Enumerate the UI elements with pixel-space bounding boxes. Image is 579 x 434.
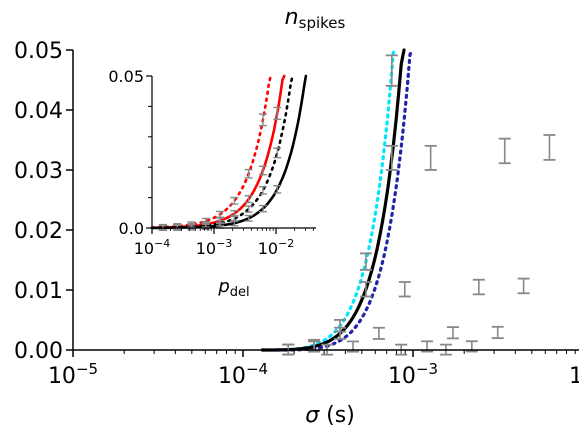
- inset-errorbar: [258, 186, 267, 195]
- main-x-ticks: 10−5 10−4 10−3 10: [48, 350, 579, 389]
- inset-errorbar: [258, 113, 267, 127]
- inset-errorbar: [273, 147, 282, 159]
- inset-y-ticks: 0.0 0.05: [108, 67, 152, 238]
- inset-errorbar: [230, 219, 239, 227]
- inset-errorbar: [244, 195, 253, 204]
- inset-errorbar: [244, 168, 253, 179]
- inset-errorbar: [244, 214, 253, 222]
- inset-errorbar: [187, 224, 196, 231]
- inset-chart: 0.0 0.05 10−4 10−3 10−2 pdel: [78, 58, 324, 300]
- inset-errorbar: [258, 204, 267, 213]
- main-errorbar: [334, 326, 347, 340]
- main-errorbar: [372, 326, 385, 340]
- main-y-tick-label: 0.05: [14, 39, 63, 64]
- main-y-tick-label: 0.01: [14, 279, 63, 304]
- main-y-tick-label: 0.00: [14, 339, 63, 364]
- main-errorbar: [385, 54, 398, 87]
- inset-x-ticks: 10−4 10−3 10−2: [134, 228, 314, 258]
- x-axis-label: σ (s): [305, 403, 355, 428]
- inset-errorbar: [273, 185, 282, 194]
- main-y-tick-label: 0.02: [14, 219, 63, 244]
- chart-title: nspikes: [285, 5, 346, 32]
- main-x-tick-label: 10: [569, 364, 579, 389]
- main-errorbar: [498, 137, 511, 165]
- inset-y-tick-label: 0.0: [119, 219, 144, 238]
- inset-errorbar: [216, 210, 225, 218]
- inset-x-tick-label: 10−2: [258, 237, 295, 258]
- main-errorbar: [543, 134, 556, 161]
- main-errorbar: [517, 277, 530, 295]
- inset-errorbar-group: [158, 106, 282, 232]
- main-x-tick-label: 10−4: [218, 360, 268, 389]
- inset-x-tick-label: 10−3: [196, 237, 233, 258]
- main-errorbar: [385, 144, 398, 171]
- inset-errorbar: [230, 196, 239, 205]
- main-errorbar-group: [282, 54, 556, 356]
- main-errorbar: [359, 252, 372, 271]
- inset-x-tick-label: 10−4: [134, 237, 171, 258]
- inset-y-tick-label: 0.05: [108, 67, 144, 86]
- main-errorbar: [446, 326, 459, 340]
- main-y-ticks: 0.00 0.01 0.02 0.03 0.04 0.05: [14, 39, 73, 364]
- main-errorbar: [491, 325, 504, 339]
- inset-background: [78, 58, 324, 298]
- main-y-tick-label: 0.04: [14, 99, 63, 124]
- main-x-tick-label: 10−5: [48, 360, 98, 389]
- inset-errorbar: [244, 205, 253, 213]
- main-x-minor-ticks: [123, 350, 576, 354]
- main-plot-area: 0.00 0.01 0.02 0.03 0.04 0.05 10−5 10−4 10−3 10: [14, 39, 579, 389]
- main-x-tick-label: 10−3: [388, 360, 438, 389]
- main-errorbar: [472, 278, 485, 296]
- inset-errorbar: [258, 165, 267, 176]
- main-y-tick-label: 0.03: [14, 159, 63, 184]
- inset-errorbar: [273, 106, 282, 120]
- main-errorbar: [424, 144, 437, 171]
- main-errorbar: [398, 281, 411, 298]
- main-errorbar: [359, 281, 372, 298]
- inset-x-axis-label: pdel: [217, 276, 249, 300]
